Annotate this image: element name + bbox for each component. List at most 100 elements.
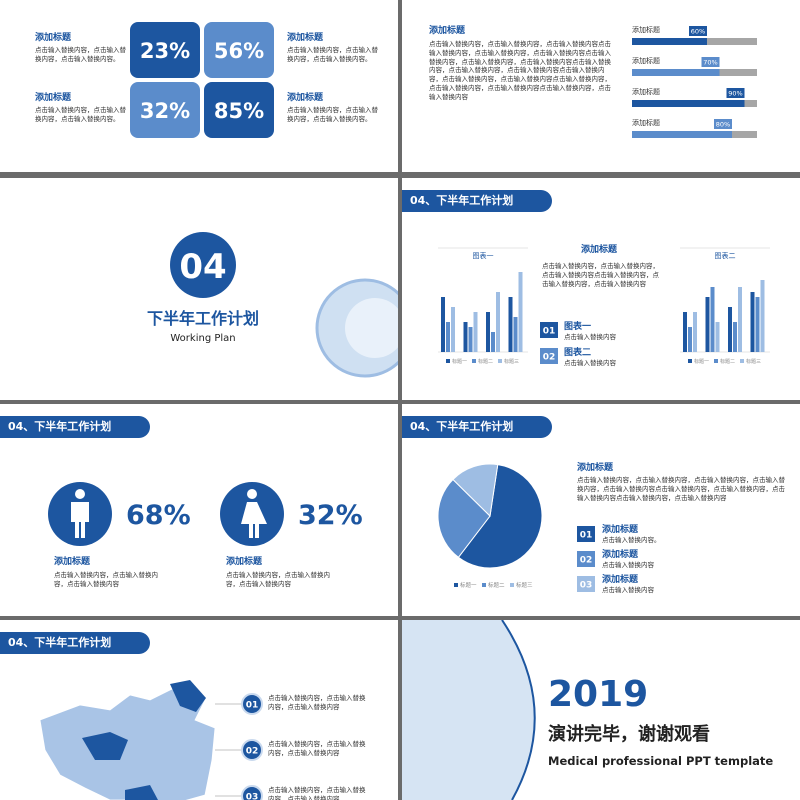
bar	[468, 327, 473, 352]
stat-value: 68%	[126, 500, 191, 531]
bar	[473, 312, 478, 352]
item-text: 点击输入替换内容，点击输入替换内容，点击输入替换内容	[268, 694, 366, 711]
bar	[755, 297, 760, 352]
bar	[632, 38, 707, 45]
number-box	[540, 322, 558, 338]
map-region	[170, 680, 206, 712]
item-title: 添加标题	[287, 33, 324, 43]
woman-icon	[241, 502, 267, 538]
paragraph: 点击输入替换内容，点击输入替换内容，点击输入替换内容，点击输入替换内容，点击输入…	[577, 476, 785, 502]
item-text: 点击输入替换内容，点击输入替换内容，点击输入替换内容。	[35, 46, 126, 63]
item-title: 添加标题	[35, 33, 72, 43]
legend-label: 标题三	[504, 358, 519, 365]
item-title: 添加标题	[602, 550, 639, 560]
item-text: 点击输入替换内容	[564, 333, 616, 341]
item-title: 添加标题	[602, 525, 639, 535]
value-badge	[726, 88, 745, 98]
item-text: 点击输入替换内容，点击输入替换内容，点击输入替换内容。	[35, 106, 126, 123]
item-title: 添加标题	[35, 93, 72, 103]
value-label: 80%	[716, 121, 730, 129]
value-label: 90%	[728, 90, 742, 98]
slide-graphics: 68% 32%	[48, 482, 363, 546]
tile-label: 32%	[140, 99, 190, 123]
section-number: 04	[179, 247, 226, 287]
pie-slice	[437, 478, 491, 559]
bar	[733, 322, 737, 352]
number-circle	[241, 693, 263, 715]
legend-swatch	[714, 359, 718, 363]
slide-graphics: 标题一 标题二 标题三 01 02 03	[437, 463, 595, 592]
value-badge	[701, 57, 720, 67]
bar	[518, 272, 523, 352]
item-text: 点击输入替换内容	[602, 586, 654, 594]
bar	[710, 287, 715, 352]
bar	[738, 287, 742, 352]
tile-label: 85%	[214, 99, 264, 123]
bar	[632, 100, 745, 107]
legend-label: 标题二	[488, 581, 505, 589]
item-title: 图表一	[564, 322, 592, 332]
number-box	[577, 551, 595, 567]
legend-label: 标题一	[460, 581, 477, 589]
section-header: 04、下半年工作计划	[0, 632, 150, 654]
tile-label: 23%	[140, 39, 190, 63]
number: 03	[580, 581, 593, 591]
closing-title: 演讲完毕，谢谢观看	[548, 723, 710, 745]
legend-swatch	[498, 359, 502, 363]
stat-value: 32%	[298, 500, 363, 531]
title: 添加标题	[581, 243, 618, 255]
image-inner	[345, 298, 398, 358]
percent-tile	[204, 82, 274, 138]
slide: 图表一 标题一 标题二 标题三 图表二 标题一 标题二 标题三 添加标题 01 02 04、下半年工作…	[402, 178, 800, 400]
photo-arc	[501, 620, 536, 800]
bar-label: 添加标题	[632, 57, 660, 65]
item-text: 点击输入替换内容，点击输入替换内容，点击输入替换内容	[268, 740, 366, 757]
bar	[632, 69, 720, 76]
chart-title: 图表二	[715, 251, 736, 260]
slide: 68% 32% 04、下半年工作计划 添加标题 点击输入替换内容，点击输入替换内容，点击…	[0, 404, 398, 616]
legend-swatch	[510, 583, 514, 587]
stat-text: 点击输入替换内容，点击输入替换内容，点击输入替换内容	[226, 571, 330, 588]
value-label: 60%	[691, 28, 705, 36]
legend-label: 标题二	[478, 358, 493, 365]
chart-title: 图表一	[473, 251, 494, 260]
section-title: 下半年工作计划	[147, 309, 259, 328]
bar	[508, 297, 513, 352]
item-text: 点击输入替换内容。	[602, 536, 661, 544]
legend-swatch	[446, 359, 450, 363]
bar	[715, 322, 720, 352]
stat-text: 点击输入替换内容，点击输入替换内容，点击输入替换内容	[54, 571, 158, 588]
slide: 60% 70% 90% 80% 添加标题 点击输入替换内容，点击输入替换内容，点击输入替换…	[402, 0, 800, 172]
legend-label: 标题三	[516, 581, 533, 589]
number-box	[540, 348, 558, 364]
number: 01	[246, 701, 259, 711]
map-region	[125, 785, 158, 800]
section-subtitle: Working Plan	[170, 333, 235, 344]
legend-swatch	[454, 583, 458, 587]
bar	[728, 307, 732, 352]
bar	[688, 327, 692, 352]
percent-tile	[204, 22, 274, 78]
icon-head	[75, 489, 85, 499]
number: 03	[246, 793, 259, 800]
number-circle	[170, 232, 236, 298]
slide-graphics: 04 下半年工作计划 Working Plan	[147, 232, 398, 378]
slide-graphics: 60% 70% 90% 80%	[632, 26, 757, 138]
photo-curve	[502, 620, 537, 800]
paragraph: 点击输入替换内容，点击输入替换内容，点击输入替换内容点击输入替换内容，点击输入替…	[542, 262, 659, 288]
legend-label: 标题三	[746, 358, 761, 365]
bar	[513, 317, 518, 352]
legend-swatch	[688, 359, 692, 363]
item-text: 点击输入替换内容	[602, 561, 654, 569]
section-header: 04、下半年工作计划	[0, 416, 150, 438]
bar	[496, 292, 500, 352]
number: 02	[543, 353, 556, 363]
pie-slice	[452, 463, 499, 518]
slide-graphics: 2019 演讲完毕，谢谢观看 Medical professional PPT te…	[402, 620, 773, 800]
map-region	[82, 732, 128, 760]
number: 02	[246, 747, 259, 757]
item-text: 点击输入替换内容，点击输入替换内容，点击输入替换内容。	[287, 106, 378, 123]
percent-tile	[130, 22, 200, 78]
slide-graphics: 01 02 03	[39, 680, 263, 800]
percent-tile	[130, 82, 200, 138]
